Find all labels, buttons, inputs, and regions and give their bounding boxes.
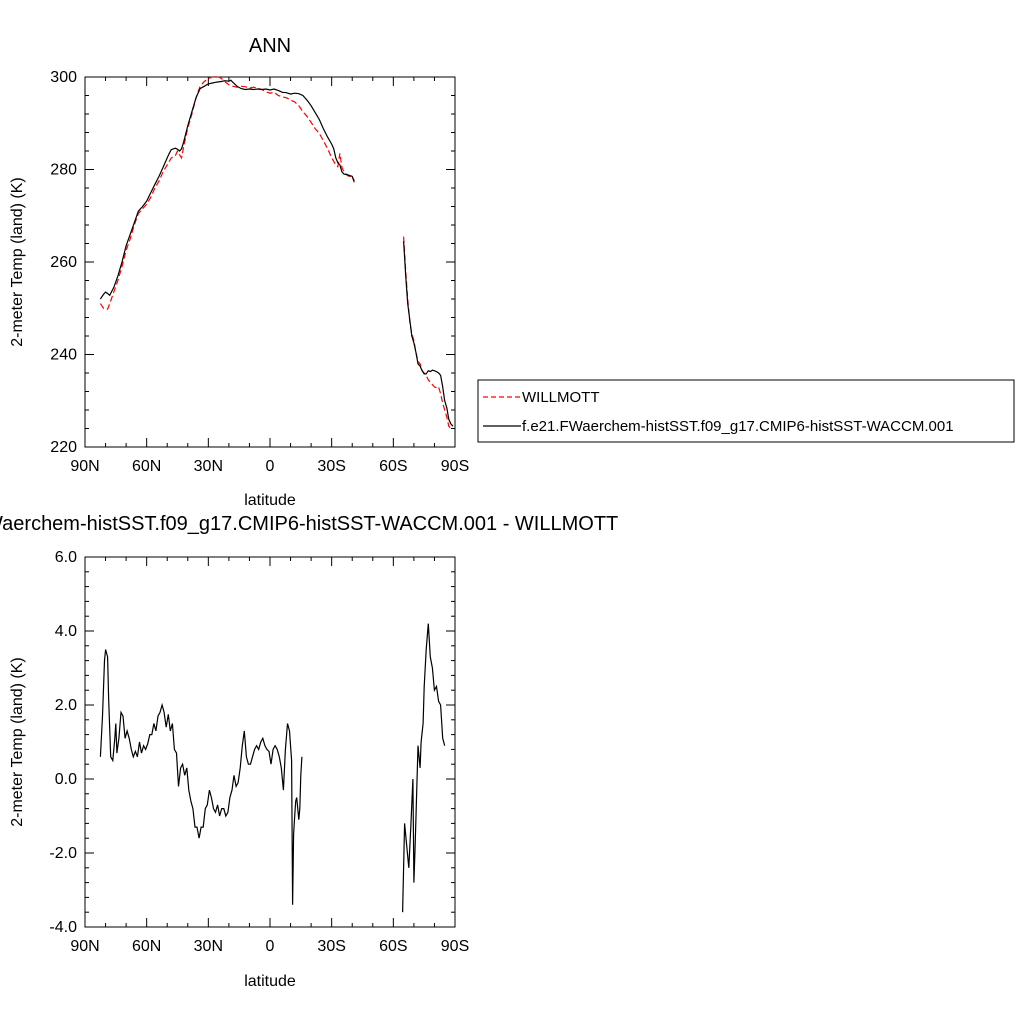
- x-tick-label: 30N: [194, 458, 223, 475]
- y-tick-label: 4.0: [55, 623, 77, 640]
- x-tick-label: 90S: [441, 458, 469, 475]
- y-tick-label: 240: [50, 347, 77, 364]
- legend-label-model: f.e21.FWaerchem-histSST.f09_g17.CMIP6-hi…: [522, 418, 954, 435]
- plot-frame: [84, 556, 456, 928]
- y-axis-label: 2-meter Temp (land) (K): [9, 657, 26, 827]
- x-tick-label: 30N: [194, 938, 223, 955]
- x-tick-label: 30S: [317, 938, 345, 955]
- chart-top-annual-temperature: ANN latitude 2-meter Temp (land) (K) 90N…: [9, 35, 469, 509]
- series-line-1-segment-1: [403, 241, 454, 427]
- x-axis-label: latitude: [244, 492, 296, 509]
- x-tick-label: 90N: [70, 458, 99, 475]
- legend: WILLMOTT f.e21.FWaerchem-histSST.f09_g17…: [477, 379, 1015, 443]
- y-tick-label: -2.0: [49, 845, 77, 862]
- y-tick-label: 6.0: [55, 549, 77, 566]
- series-line-0-segment-1: [402, 623, 446, 913]
- y-tick-label: 2.0: [55, 697, 77, 714]
- x-tick-label: 30S: [317, 458, 345, 475]
- x-tick-label: 60N: [132, 458, 161, 475]
- x-tick-label: 60S: [379, 458, 407, 475]
- x-tick-label: 90S: [441, 938, 469, 955]
- y-tick-label: 260: [50, 254, 77, 271]
- y-tick-label: 220: [50, 439, 77, 456]
- y-tick-label: -4.0: [49, 919, 77, 936]
- series-line-0-segment-0: [99, 75, 355, 310]
- x-tick-label: 60N: [132, 938, 161, 955]
- x-tick-label: 60S: [379, 938, 407, 955]
- y-tick-label: 0.0: [55, 771, 77, 788]
- series-line-0-segment-1: [403, 236, 452, 429]
- x-tick-label: 90N: [70, 938, 99, 955]
- y-axis-label: 2-meter Temp (land) (K): [9, 177, 26, 347]
- y-tick-label: 300: [50, 69, 77, 86]
- chart-title: ANN: [249, 35, 291, 57]
- legend-label-willmott: WILLMOTT: [522, 389, 600, 406]
- plot-frame: [84, 76, 456, 448]
- x-tick-label: 0: [266, 458, 275, 475]
- x-axis-label: latitude: [244, 973, 296, 990]
- x-tick-label: 0: [266, 938, 275, 955]
- series-line-1-segment-0: [99, 79, 355, 300]
- chart-title: f.e21.FWaerchem-histSST.f09_g17.CMIP6-hi…: [0, 513, 618, 535]
- y-tick-label: 280: [50, 162, 77, 179]
- legend-box: [477, 379, 1015, 443]
- series-line-0-segment-0: [99, 649, 303, 905]
- chart-bottom-difference: f.e21.FWaerchem-histSST.f09_g17.CMIP6-hi…: [0, 513, 618, 990]
